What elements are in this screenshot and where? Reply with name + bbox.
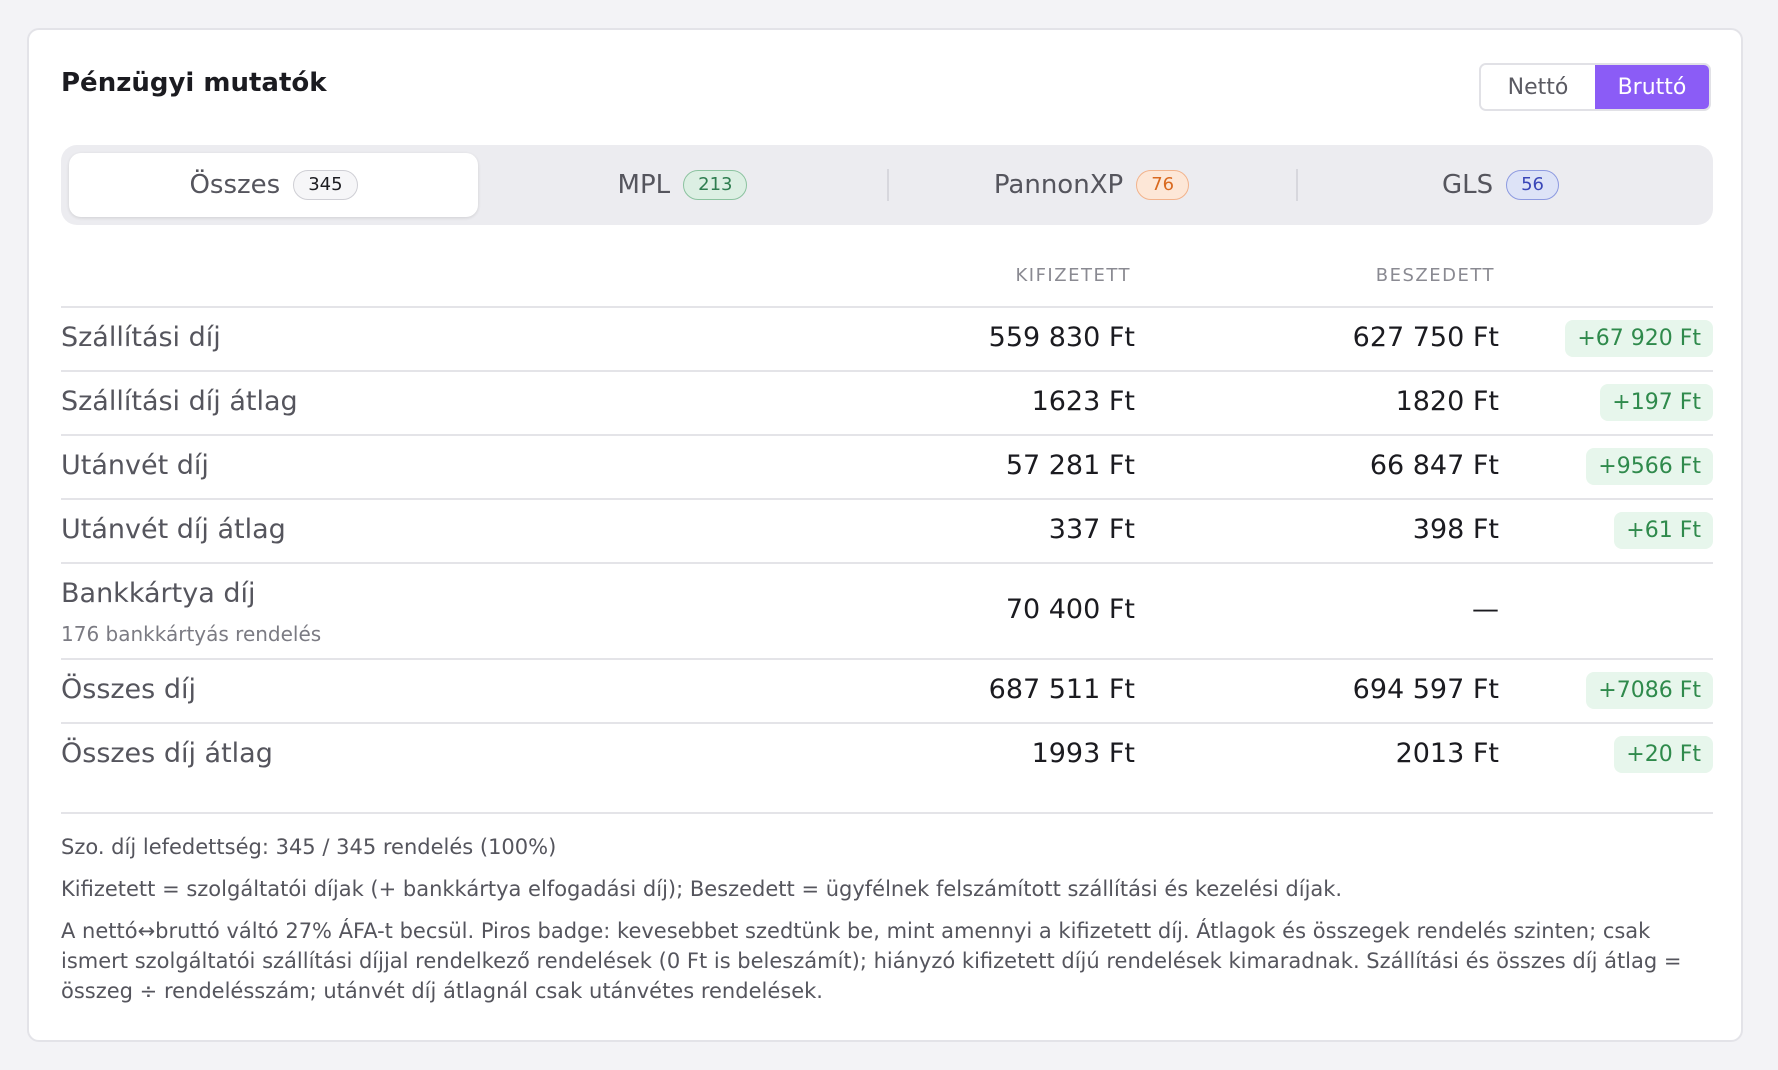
paid-value: 559 830 Ft xyxy=(988,322,1135,353)
row-divider xyxy=(61,722,1713,724)
header-divider xyxy=(61,306,1713,308)
financial-metrics-card: Pénzügyi mutatók Nettó Bruttó Összes 345… xyxy=(27,28,1743,1042)
tab-pannonxp[interactable]: PannonXP 76 xyxy=(887,153,1296,217)
paid-value: 687 511 Ft xyxy=(988,674,1135,705)
column-header-collected: BESZEDETT xyxy=(1375,265,1495,286)
row-label: Bankkártya díj xyxy=(61,578,256,609)
table-row: Utánvét díj 57 281 Ft 66 847 Ft +9566 Ft xyxy=(61,436,1713,498)
row-label: Utánvét díj átlag xyxy=(61,514,286,545)
definition-text: Kifizetett = szolgáltatói díjak (+ bankk… xyxy=(61,877,1343,901)
difference-badge: +20 Ft xyxy=(1614,736,1713,773)
paid-value: 57 281 Ft xyxy=(1005,450,1135,481)
paid-value: 1993 Ft xyxy=(1031,738,1135,769)
tab-label: PannonXP xyxy=(993,170,1124,200)
row-sublabel: 176 bankkártyás rendelés xyxy=(61,622,322,646)
row-label: Utánvét díj xyxy=(61,450,209,481)
net-toggle-button[interactable]: Nettó xyxy=(1481,65,1595,109)
column-header-paid: KIFIZETETT xyxy=(1015,265,1131,286)
tab-label: Összes xyxy=(189,170,281,200)
net-gross-toggle: Nettó Bruttó xyxy=(1479,63,1711,111)
table-row: Szállítási díj átlag 1623 Ft 1820 Ft +19… xyxy=(61,372,1713,434)
difference-badge: +9566 Ft xyxy=(1586,448,1713,485)
tab-label: MPL xyxy=(617,170,671,200)
table-row: Szállítási díj 559 830 Ft 627 750 Ft +67… xyxy=(61,308,1713,370)
card-title: Pénzügyi mutatók xyxy=(61,68,327,98)
paid-value: 1623 Ft xyxy=(1031,386,1135,417)
table-row: Utánvét díj átlag 337 Ft 398 Ft +61 Ft xyxy=(61,500,1713,562)
row-divider xyxy=(61,562,1713,564)
row-label: Összes díj xyxy=(61,674,196,705)
collected-value: 627 750 Ft xyxy=(1352,322,1499,353)
table-row: Összes díj átlag 1993 Ft 2013 Ft +20 Ft xyxy=(61,724,1713,786)
row-divider xyxy=(61,434,1713,436)
coverage-text: Szo. díj lefedettség: 345 / 345 rendelés… xyxy=(61,835,557,859)
row-label: Összes díj átlag xyxy=(61,738,273,769)
tab-label: GLS xyxy=(1441,170,1494,200)
count-badge: 56 xyxy=(1506,170,1560,200)
row-label: Szállítási díj xyxy=(61,322,221,353)
tab-all[interactable]: Összes 345 xyxy=(69,153,478,217)
gross-toggle-button[interactable]: Bruttó xyxy=(1595,65,1709,109)
row-divider xyxy=(61,658,1713,660)
difference-badge: +61 Ft xyxy=(1614,512,1713,549)
difference-badge: +7086 Ft xyxy=(1586,672,1713,709)
table-row: Bankkártya díj 176 bankkártyás rendelés … xyxy=(61,564,1713,658)
collected-value: 2013 Ft xyxy=(1395,738,1499,769)
count-badge: 76 xyxy=(1136,170,1190,200)
collected-value: 1820 Ft xyxy=(1395,386,1499,417)
collected-value: — xyxy=(1472,594,1499,625)
count-badge: 213 xyxy=(683,170,748,200)
row-divider xyxy=(61,498,1713,500)
tab-gls[interactable]: GLS 56 xyxy=(1296,153,1705,217)
collected-value: 694 597 Ft xyxy=(1352,674,1499,705)
collected-value: 398 Ft xyxy=(1412,514,1499,545)
tab-divider xyxy=(1296,169,1298,201)
row-label: Szállítási díj átlag xyxy=(61,386,298,417)
count-badge: 345 xyxy=(293,170,358,200)
table-row: Összes díj 687 511 Ft 694 597 Ft +7086 F… xyxy=(61,660,1713,722)
paid-value: 337 Ft xyxy=(1048,514,1135,545)
paid-value: 70 400 Ft xyxy=(1005,594,1135,625)
methodology-note: A nettó↔bruttó váltó 27% ÁFA-t becsül. P… xyxy=(61,919,1682,1003)
difference-badge: +67 920 Ft xyxy=(1565,320,1713,357)
tab-mpl[interactable]: MPL 213 xyxy=(478,153,887,217)
difference-badge: +197 Ft xyxy=(1600,384,1713,421)
carrier-tabs: Összes 345 MPL 213 PannonXP 76 GLS 56 xyxy=(61,145,1713,225)
tab-divider xyxy=(887,169,889,201)
footer-divider xyxy=(61,812,1713,814)
collected-value: 66 847 Ft xyxy=(1369,450,1499,481)
row-divider xyxy=(61,370,1713,372)
